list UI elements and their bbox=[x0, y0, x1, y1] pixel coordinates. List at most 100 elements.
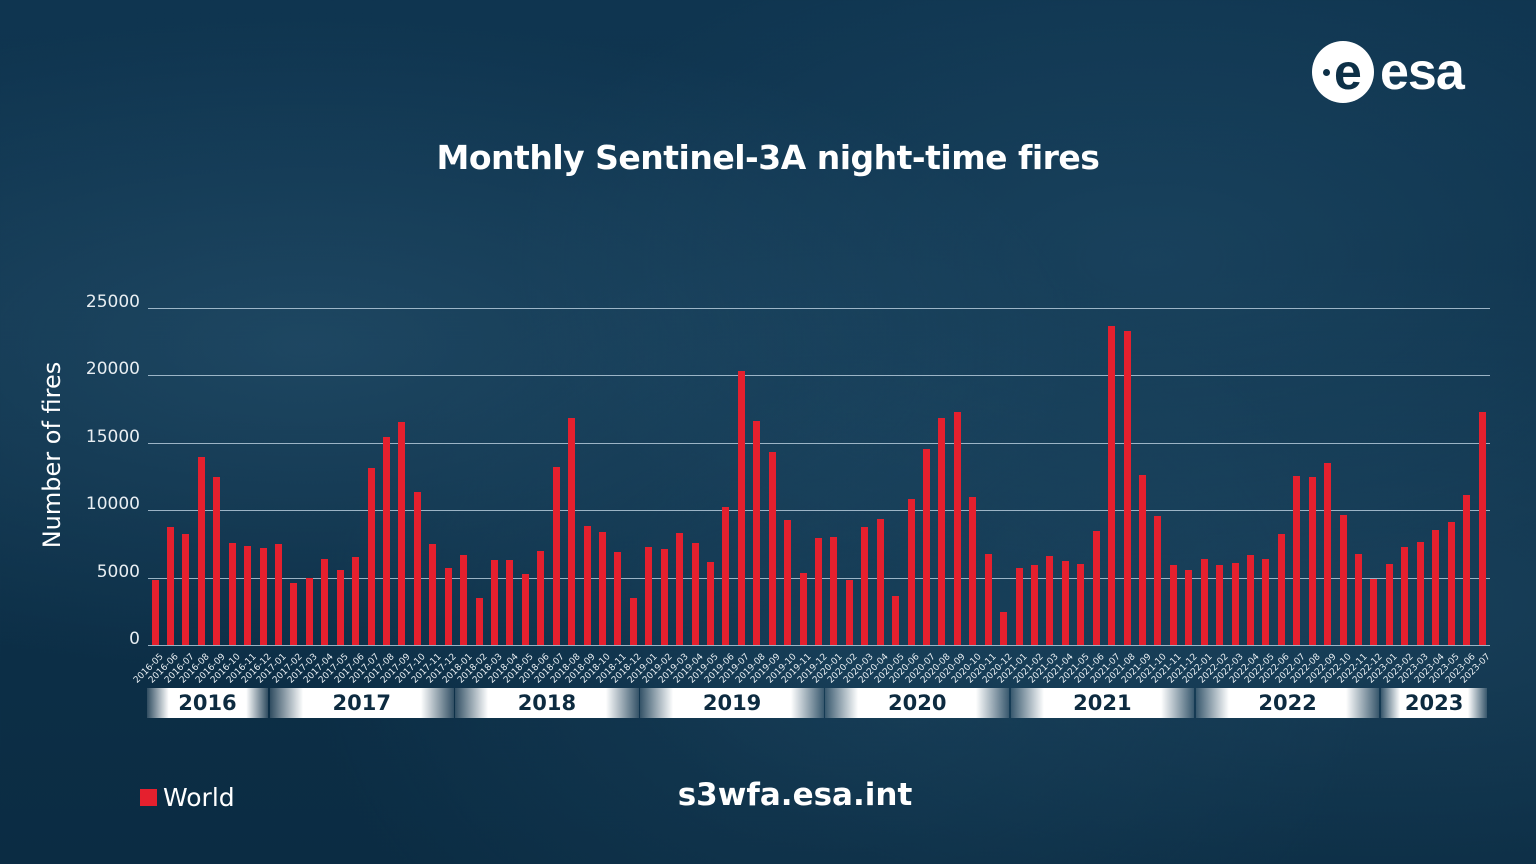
bar-2020-09 bbox=[953, 411, 961, 645]
bar-2022-03 bbox=[1231, 562, 1239, 645]
bar-2017-10 bbox=[413, 492, 421, 645]
bar-2020-06 bbox=[907, 498, 915, 645]
chart-title: Monthly Sentinel-3A night-time fires bbox=[436, 138, 1100, 177]
bar-2019-03 bbox=[676, 533, 684, 645]
bar-2019-01 bbox=[645, 547, 653, 645]
esa-logo-icon: e bbox=[1312, 41, 1374, 103]
bar-2017-07 bbox=[367, 468, 375, 645]
bar-2017-05 bbox=[336, 570, 344, 645]
bar-2017-08 bbox=[382, 436, 390, 645]
bar-2018-09 bbox=[583, 525, 591, 645]
bar-2019-11 bbox=[799, 572, 807, 645]
bar-2020-12 bbox=[1000, 611, 1008, 645]
y-axis-label: Number of fires bbox=[38, 361, 66, 549]
bar-2022-08 bbox=[1308, 477, 1316, 645]
legend: World bbox=[140, 783, 235, 812]
bar-2019-08 bbox=[753, 421, 761, 645]
bar-2023-02 bbox=[1401, 547, 1409, 645]
bar-2016-06 bbox=[166, 527, 174, 645]
bar-2022-09 bbox=[1324, 463, 1332, 645]
bar-2018-12 bbox=[629, 597, 637, 645]
bar-2019-10 bbox=[784, 520, 792, 645]
bar-2018-02 bbox=[475, 597, 483, 645]
bar-2022-05 bbox=[1262, 558, 1270, 645]
bar-2019-09 bbox=[768, 452, 776, 645]
bar-2018-01 bbox=[460, 555, 468, 645]
year-band-2018: 2018 bbox=[455, 688, 639, 718]
gridline bbox=[148, 308, 1490, 309]
bar-2021-05 bbox=[1077, 564, 1085, 645]
bar-2016-09 bbox=[213, 477, 221, 645]
bar-2021-08 bbox=[1123, 330, 1131, 645]
bar-2019-05 bbox=[706, 562, 714, 645]
y-tick-label: 10000 bbox=[85, 494, 140, 515]
bar-2016-10 bbox=[228, 543, 236, 645]
bar-2019-12 bbox=[815, 537, 822, 645]
year-band-2020: 2020 bbox=[825, 688, 1010, 718]
source-url: s3wfa.esa.int bbox=[677, 777, 913, 813]
bar-2022-01 bbox=[1200, 559, 1208, 645]
bar-2021-04 bbox=[1061, 561, 1069, 645]
esa-logo-text: esa bbox=[1380, 43, 1465, 101]
bar-2020-08 bbox=[938, 417, 946, 645]
gridline bbox=[148, 375, 1490, 377]
esa-logo: e esa bbox=[1312, 40, 1465, 104]
bar-2019-02 bbox=[660, 549, 668, 645]
y-tick-label: 0 bbox=[129, 629, 140, 649]
bar-2021-09 bbox=[1139, 475, 1147, 645]
bar-2018-06 bbox=[537, 550, 545, 645]
year-band-2017: 2017 bbox=[269, 688, 454, 718]
bar-2021-07 bbox=[1108, 325, 1116, 645]
bar-2016-05 bbox=[151, 580, 159, 645]
bar-2021-10 bbox=[1154, 515, 1162, 645]
y-tick-label: 15000 bbox=[85, 426, 140, 447]
gridline bbox=[148, 510, 1490, 512]
bar-2019-07 bbox=[737, 371, 745, 645]
y-tick-label: 20000 bbox=[85, 359, 140, 380]
bar-2017-02 bbox=[290, 582, 298, 645]
bar-2016-11 bbox=[244, 545, 252, 645]
bar-2023-05 bbox=[1447, 521, 1455, 645]
bar-2017-11 bbox=[429, 543, 437, 645]
bar-2021-12 bbox=[1185, 570, 1193, 645]
bar-2016-08 bbox=[197, 456, 205, 645]
y-tick-label: 5000 bbox=[96, 561, 140, 582]
bar-2017-03 bbox=[305, 578, 313, 645]
bar-2022-04 bbox=[1247, 555, 1255, 645]
bar-2018-04 bbox=[506, 560, 514, 645]
bar-2017-06 bbox=[352, 557, 360, 645]
bar-2018-10 bbox=[598, 531, 606, 645]
bar-2022-06 bbox=[1277, 533, 1285, 645]
bar-2019-06 bbox=[722, 506, 730, 645]
bar-2021-06 bbox=[1092, 531, 1100, 645]
bar-2023-04 bbox=[1432, 529, 1440, 645]
bar-2020-02 bbox=[845, 579, 853, 645]
bar-2022-12 bbox=[1370, 578, 1378, 645]
bar-2021-11 bbox=[1169, 565, 1177, 645]
bar-2019-04 bbox=[691, 543, 699, 645]
bar-2023-03 bbox=[1416, 541, 1424, 645]
x-axis-baseline bbox=[148, 645, 1490, 646]
bar-2020-04 bbox=[876, 518, 884, 645]
bar-2023-06 bbox=[1463, 494, 1471, 645]
year-band-2023: 2023 bbox=[1380, 688, 1488, 718]
bar-2022-11 bbox=[1355, 554, 1363, 645]
bar-2017-01 bbox=[274, 543, 282, 645]
bar-2020-01 bbox=[830, 537, 838, 645]
year-band-2016: 2016 bbox=[146, 688, 269, 718]
bar-2021-03 bbox=[1046, 556, 1054, 645]
bar-2023-01 bbox=[1385, 564, 1393, 645]
bar-2021-01 bbox=[1015, 568, 1023, 645]
y-tick-label: 25000 bbox=[85, 292, 140, 312]
bar-2021-02 bbox=[1031, 565, 1039, 645]
bar-2018-08 bbox=[568, 417, 576, 645]
bar-2018-11 bbox=[614, 551, 622, 645]
bar-2022-02 bbox=[1216, 565, 1224, 645]
bar-2018-05 bbox=[521, 574, 529, 645]
bar-2020-07 bbox=[923, 448, 930, 645]
bar-2017-12 bbox=[444, 568, 452, 645]
bar-2017-09 bbox=[398, 421, 406, 645]
bar-2022-07 bbox=[1293, 475, 1301, 645]
bar-2022-10 bbox=[1339, 514, 1347, 645]
bar-2023-07 bbox=[1478, 412, 1486, 645]
